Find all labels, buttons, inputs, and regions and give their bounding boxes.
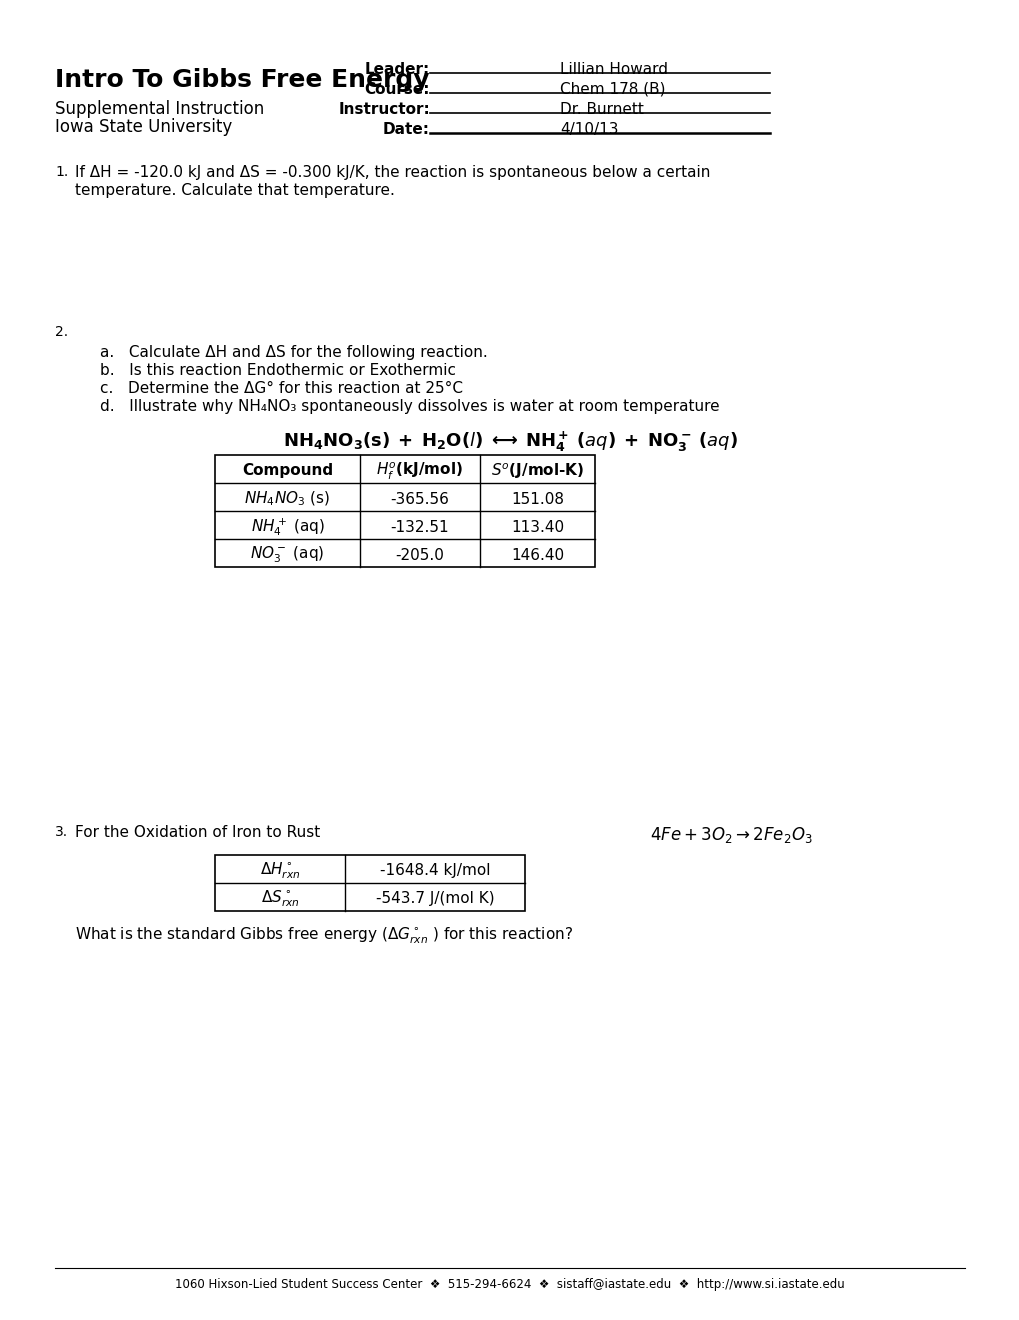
- Text: 113.40: 113.40: [511, 520, 564, 535]
- Text: For the Oxidation of Iron to Rust: For the Oxidation of Iron to Rust: [75, 825, 320, 840]
- Text: -1648.4 kJ/mol: -1648.4 kJ/mol: [379, 863, 490, 879]
- Text: 2.: 2.: [55, 325, 68, 339]
- Text: $NO_3^-$ (aq): $NO_3^-$ (aq): [250, 545, 324, 565]
- Text: $S^o$(J/mol-K): $S^o$(J/mol-K): [490, 461, 584, 480]
- Bar: [215, 455, 594, 568]
- Text: -543.7 J/(mol K): -543.7 J/(mol K): [375, 891, 494, 907]
- Text: 1.: 1.: [55, 165, 68, 180]
- Text: Lillian Howard: Lillian Howard: [559, 62, 667, 77]
- Text: $NH_4NO_3$ (s): $NH_4NO_3$ (s): [245, 490, 330, 508]
- Text: Chem 178 (B): Chem 178 (B): [559, 82, 664, 96]
- Text: What is the standard Gibbs free energy ($\Delta G^\circ_{rxn}$ ) for this reacti: What is the standard Gibbs free energy (…: [75, 925, 573, 945]
- Text: Supplemental Instruction: Supplemental Instruction: [55, 100, 264, 117]
- Text: Intro To Gibbs Free Energy: Intro To Gibbs Free Energy: [55, 69, 429, 92]
- Text: $\Delta H^\circ_{rxn}$: $\Delta H^\circ_{rxn}$: [260, 861, 300, 882]
- Text: 3.: 3.: [55, 825, 68, 840]
- Text: $\mathbf{NH_4NO_3(s)\;+\;H_2O(\mathit{l})\;\longleftrightarrow\;NH_4^+\;(\mathit: $\mathbf{NH_4NO_3(s)\;+\;H_2O(\mathit{l}…: [282, 430, 737, 454]
- Text: 1060 Hixson-Lied Student Success Center  ❖  515-294-6624  ❖  sistaff@iastate.edu: 1060 Hixson-Lied Student Success Center …: [175, 1278, 844, 1291]
- Text: Dr. Burnett: Dr. Burnett: [559, 102, 643, 117]
- Text: b.   Is this reaction Endothermic or Exothermic: b. Is this reaction Endothermic or Exoth…: [100, 363, 455, 378]
- Text: -132.51: -132.51: [390, 520, 449, 535]
- Text: $\Delta S^\circ_{rxn}$: $\Delta S^\circ_{rxn}$: [260, 888, 300, 909]
- Text: temperature. Calculate that temperature.: temperature. Calculate that temperature.: [75, 183, 394, 198]
- Text: d.   Illustrate why NH₄NO₃ spontaneously dissolves is water at room temperature: d. Illustrate why NH₄NO₃ spontaneously d…: [100, 399, 719, 414]
- Bar: [215, 855, 525, 911]
- Text: $4Fe + 3O_2 \rightarrow 2Fe_2O_3$: $4Fe + 3O_2 \rightarrow 2Fe_2O_3$: [649, 825, 812, 845]
- Text: Compound: Compound: [242, 463, 333, 479]
- Text: Instructor:: Instructor:: [338, 102, 430, 117]
- Text: $NH_4^+$ (aq): $NH_4^+$ (aq): [251, 516, 324, 539]
- Text: If ΔH = -120.0 kJ and ΔS = -0.300 kJ/K, the reaction is spontaneous below a cert: If ΔH = -120.0 kJ and ΔS = -0.300 kJ/K, …: [75, 165, 709, 180]
- Text: c.   Determine the ΔG° for this reaction at 25°C: c. Determine the ΔG° for this reaction a…: [100, 381, 463, 396]
- Text: Date:: Date:: [382, 121, 430, 137]
- Text: Iowa State University: Iowa State University: [55, 117, 232, 136]
- Text: $H_f^o$(kJ/mol): $H_f^o$(kJ/mol): [376, 461, 463, 482]
- Text: -365.56: -365.56: [390, 491, 449, 507]
- Text: Leader:: Leader:: [365, 62, 430, 77]
- Text: Course:: Course:: [364, 82, 430, 96]
- Text: a.   Calculate ΔH and ΔS for the following reaction.: a. Calculate ΔH and ΔS for the following…: [100, 345, 487, 360]
- Text: 151.08: 151.08: [511, 491, 564, 507]
- Text: -205.0: -205.0: [395, 548, 444, 562]
- Text: 4/10/13: 4/10/13: [559, 121, 618, 137]
- Text: 146.40: 146.40: [511, 548, 564, 562]
